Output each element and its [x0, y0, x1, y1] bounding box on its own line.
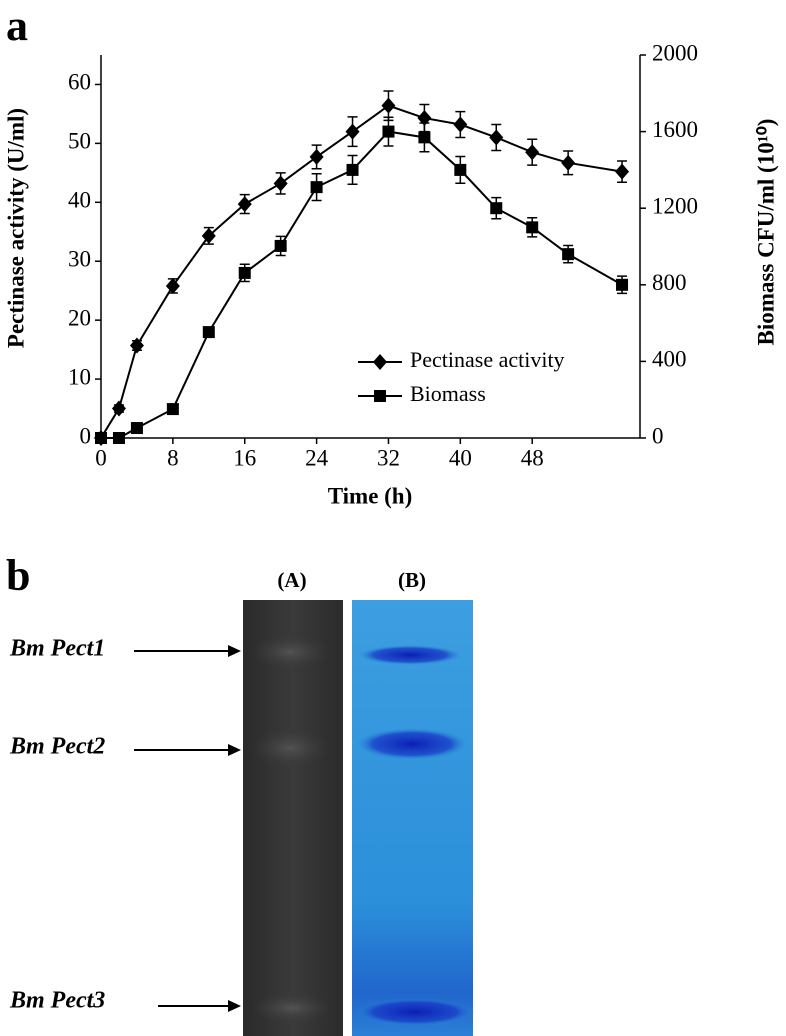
- y-tick-label: 30: [68, 247, 91, 272]
- marker: [418, 131, 431, 144]
- marker: [453, 116, 468, 133]
- marker: [166, 403, 179, 416]
- y2-tick-label: 400: [652, 347, 687, 372]
- marker: [129, 337, 144, 354]
- x-tick-label: 24: [305, 445, 329, 470]
- marker: [130, 422, 143, 435]
- gel-band: [358, 645, 462, 665]
- marker: [561, 154, 576, 171]
- arrow-head: [228, 1000, 241, 1012]
- marker: [381, 97, 396, 114]
- lane-label: (B): [398, 568, 426, 592]
- arrow-head: [228, 744, 241, 756]
- gel-band: [250, 634, 330, 670]
- marker: [374, 390, 386, 402]
- series-line: [100, 104, 623, 439]
- marker: [111, 400, 126, 417]
- x-axis-title: Time (h): [328, 483, 413, 508]
- band-label: Bm Pect3: [9, 988, 105, 1014]
- gel-band: [250, 728, 330, 768]
- x-tick-label: 0: [95, 445, 107, 470]
- x-tick-label: 32: [377, 445, 400, 470]
- gel-lane: [352, 600, 473, 1036]
- marker: [616, 278, 629, 291]
- marker: [417, 110, 432, 127]
- marker: [562, 248, 575, 261]
- y-tick-label: 20: [68, 305, 91, 330]
- x-tick-label: 48: [521, 445, 544, 470]
- marker: [238, 266, 251, 279]
- gel-band: [355, 998, 475, 1026]
- y2-axis-title: Biomass CFU/ml (10¹⁰): [753, 119, 778, 346]
- marker: [346, 163, 359, 176]
- gel-lane: [243, 600, 343, 1036]
- y-axis-title: Pectinase activity (U/ml): [3, 108, 28, 348]
- band-label: Bm Pect1: [9, 636, 105, 662]
- panel-label: a: [6, 1, 28, 50]
- marker: [615, 163, 630, 180]
- y2-tick-label: 0: [652, 423, 664, 448]
- y-tick-label: 60: [68, 70, 91, 95]
- y2-tick-label: 1200: [652, 193, 698, 218]
- y-tick-label: 0: [80, 423, 92, 448]
- marker: [489, 129, 504, 146]
- marker: [201, 227, 216, 244]
- legend-label: Pectinase activity: [410, 347, 565, 372]
- marker: [273, 175, 288, 192]
- marker: [237, 196, 252, 213]
- y-tick-label: 10: [68, 364, 91, 389]
- y2-tick-label: 800: [652, 270, 687, 295]
- marker: [490, 202, 503, 215]
- lane-label: (A): [277, 568, 306, 592]
- marker: [345, 123, 360, 140]
- x-tick-label: 40: [449, 445, 472, 470]
- y-tick-label: 40: [68, 188, 91, 213]
- y2-tick-label: 1600: [652, 117, 698, 142]
- marker: [310, 181, 323, 194]
- series-line: [101, 130, 623, 439]
- y2-tick-label: 2000: [652, 40, 698, 65]
- x-tick-label: 8: [167, 445, 179, 470]
- band-label: Bm Pect2: [9, 734, 105, 760]
- marker: [274, 239, 287, 252]
- panel-label: b: [6, 551, 30, 600]
- gel-band: [356, 728, 468, 760]
- arrow-head: [228, 645, 241, 657]
- marker: [165, 277, 180, 294]
- marker: [202, 326, 215, 339]
- legend-label: Biomass: [410, 381, 486, 406]
- marker: [525, 144, 540, 161]
- marker: [112, 432, 125, 444]
- gel-band: [250, 992, 334, 1024]
- x-tick-label: 16: [233, 445, 256, 470]
- marker: [382, 125, 395, 138]
- marker: [373, 354, 387, 370]
- marker: [95, 432, 107, 444]
- marker: [454, 163, 467, 176]
- y-tick-label: 50: [68, 129, 91, 154]
- marker: [309, 148, 324, 165]
- marker: [526, 221, 539, 234]
